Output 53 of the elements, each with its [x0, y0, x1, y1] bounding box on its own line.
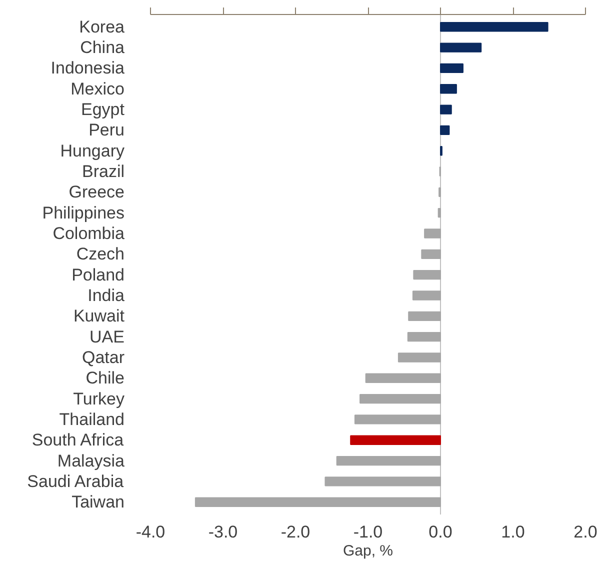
x-tick-label: -2.0 [280, 522, 310, 542]
y-tick-label: UAE [90, 327, 125, 346]
bar [424, 228, 441, 238]
y-tick-label: Colombia [52, 224, 126, 244]
y-tick-label: South Africa [32, 430, 124, 450]
x-tick-label: -1.0 [353, 522, 383, 542]
bar [438, 208, 441, 218]
x-tick-label: 2.0 [574, 522, 598, 542]
bar [350, 435, 441, 445]
y-tick-label: Qatar [82, 348, 125, 367]
y-tick-label: Peru [88, 120, 125, 140]
bar [413, 270, 441, 280]
y-tick-label: Philippines [42, 203, 125, 222]
y-tick-label: Poland [72, 265, 125, 284]
x-tick-label: 0.0 [428, 522, 452, 542]
y-tick-label: Indonesia [50, 58, 126, 78]
bar [194, 497, 441, 507]
x-tick-label: -3.0 [208, 522, 238, 542]
y-tick-label: Kuwait [73, 306, 125, 326]
y-tick-label: Chile [86, 368, 125, 388]
y-tick-label: Brazil [82, 162, 125, 182]
x-axis-title: Gap, % [342, 542, 394, 560]
y-tick-label: Saudi Arabia [27, 472, 124, 491]
bar [324, 476, 441, 486]
bar [412, 290, 441, 300]
bar [407, 332, 441, 342]
bar [440, 104, 452, 114]
y-tick-label: Thailand [59, 410, 125, 429]
bar [354, 414, 441, 424]
bar [440, 84, 457, 94]
x-tick-label: 1.0 [501, 522, 525, 542]
y-tick-label: Mexico [70, 79, 125, 98]
y-tick-label: Malaysia [57, 451, 126, 470]
y-tick-label: Greece [68, 182, 124, 202]
bar [365, 373, 441, 383]
y-tick-label: Taiwan [72, 492, 125, 512]
bar [440, 63, 464, 74]
bar [360, 394, 441, 404]
bar [440, 22, 548, 32]
bar [421, 249, 441, 260]
bar [336, 456, 441, 466]
bar [408, 311, 441, 321]
y-tick-label: Turkey [73, 389, 125, 408]
y-tick-label: Hungary [60, 141, 125, 160]
bar [440, 125, 450, 136]
y-tick-label: China [80, 38, 126, 58]
y-tick-label: Egypt [81, 100, 125, 120]
bar [398, 352, 441, 362]
y-tick-label: India [88, 286, 126, 305]
bar [440, 42, 482, 52]
y-tick-label: Korea [79, 17, 126, 36]
x-tick-label: -4.0 [136, 522, 166, 542]
y-tick-label: Czech [76, 244, 124, 264]
